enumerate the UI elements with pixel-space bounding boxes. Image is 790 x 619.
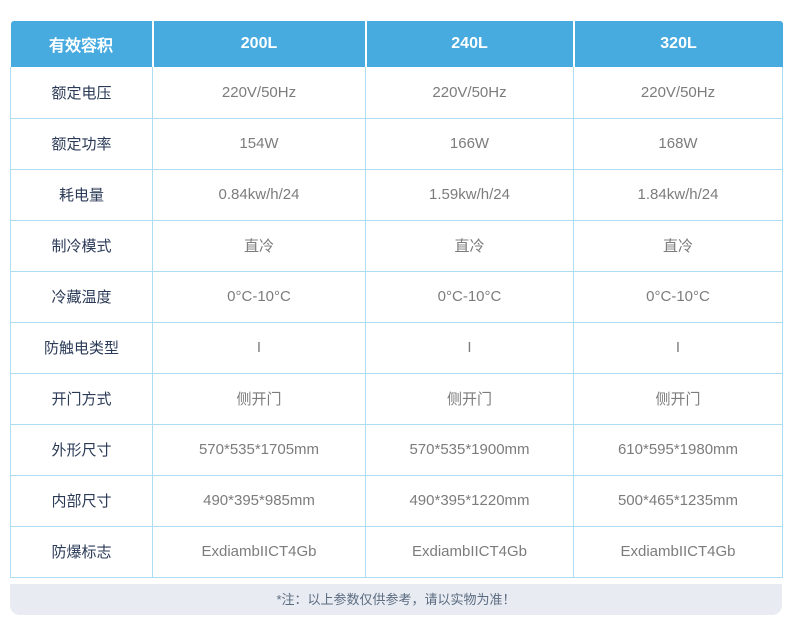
cell-value: 168W — [573, 117, 783, 170]
cell-value: 1.59kw/h/24 — [365, 168, 574, 221]
cell-value: ExdiambIICT4Gb — [573, 525, 783, 578]
header-col-240l: 240L — [365, 21, 575, 67]
cell-value: 0°C-10°C — [152, 270, 366, 323]
table-row-rated-power: 额定功率 154W 166W 168W — [10, 117, 783, 170]
table-row-cooling-mode: 制冷模式 直冷 直冷 直冷 — [10, 219, 783, 272]
cell-value: 0°C-10°C — [573, 270, 783, 323]
header-col-320l: 320L — [573, 21, 783, 67]
cell-value: 166W — [365, 117, 574, 170]
row-label: 内部尺寸 — [10, 474, 153, 527]
table-row-explosion-proof-mark: 防爆标志 ExdiambIICT4Gb ExdiambIICT4Gb Exdia… — [10, 525, 783, 578]
cell-value: 490*395*1220mm — [365, 474, 574, 527]
row-label: 防触电类型 — [10, 321, 153, 374]
cell-value: I — [152, 321, 366, 374]
table-row-internal-dimensions: 内部尺寸 490*395*985mm 490*395*1220mm 500*46… — [10, 474, 783, 527]
cell-value: ExdiambIICT4Gb — [152, 525, 366, 578]
cell-value: 0°C-10°C — [365, 270, 574, 323]
footer-note: *注：以上参数仅供参考，请以实物为准！ — [10, 583, 782, 615]
cell-value: 直冷 — [573, 219, 783, 272]
row-label: 耗电量 — [10, 168, 153, 221]
header-col-200l: 200L — [152, 21, 367, 67]
cell-value: ExdiambIICT4Gb — [365, 525, 574, 578]
table-row-external-dimensions: 外形尺寸 570*535*1705mm 570*535*1900mm 610*5… — [10, 423, 783, 476]
cell-value: 154W — [152, 117, 366, 170]
cell-value: 570*535*1705mm — [152, 423, 366, 476]
cell-value: 直冷 — [365, 219, 574, 272]
cell-value: I — [365, 321, 574, 374]
cell-value: 220V/50Hz — [152, 67, 366, 119]
table-row-shock-protection-class: 防触电类型 I I I — [10, 321, 783, 374]
cell-value: 220V/50Hz — [573, 67, 783, 119]
header-capacity-label: 有效容积 — [10, 21, 154, 67]
row-label: 防爆标志 — [10, 525, 153, 578]
spec-table: 有效容积 200L 240L 320L 额定电压 220V/50Hz 220V/… — [10, 21, 783, 578]
row-label: 额定功率 — [10, 117, 153, 170]
cell-value: 直冷 — [152, 219, 366, 272]
cell-value: 220V/50Hz — [365, 67, 574, 119]
cell-value: I — [573, 321, 783, 374]
cell-value: 500*465*1235mm — [573, 474, 783, 527]
table-header-row: 有效容积 200L 240L 320L — [10, 21, 783, 67]
table-row-power-consumption: 耗电量 0.84kw/h/24 1.59kw/h/24 1.84kw/h/24 — [10, 168, 783, 221]
row-label: 制冷模式 — [10, 219, 153, 272]
row-label: 额定电压 — [10, 67, 153, 119]
cell-value: 侧开门 — [573, 372, 783, 425]
cell-value: 0.84kw/h/24 — [152, 168, 366, 221]
table-row-cold-storage-temp: 冷藏温度 0°C-10°C 0°C-10°C 0°C-10°C — [10, 270, 783, 323]
cell-value: 610*595*1980mm — [573, 423, 783, 476]
spec-sheet: 有效容积 200L 240L 320L 额定电压 220V/50Hz 220V/… — [10, 21, 783, 615]
cell-value: 490*395*985mm — [152, 474, 366, 527]
table-row-door-opening: 开门方式 侧开门 侧开门 侧开门 — [10, 372, 783, 425]
table-row-rated-voltage: 额定电压 220V/50Hz 220V/50Hz 220V/50Hz — [10, 67, 783, 119]
cell-value: 570*535*1900mm — [365, 423, 574, 476]
cell-value: 侧开门 — [365, 372, 574, 425]
row-label: 开门方式 — [10, 372, 153, 425]
row-label: 冷藏温度 — [10, 270, 153, 323]
cell-value: 侧开门 — [152, 372, 366, 425]
cell-value: 1.84kw/h/24 — [573, 168, 783, 221]
row-label: 外形尺寸 — [10, 423, 153, 476]
